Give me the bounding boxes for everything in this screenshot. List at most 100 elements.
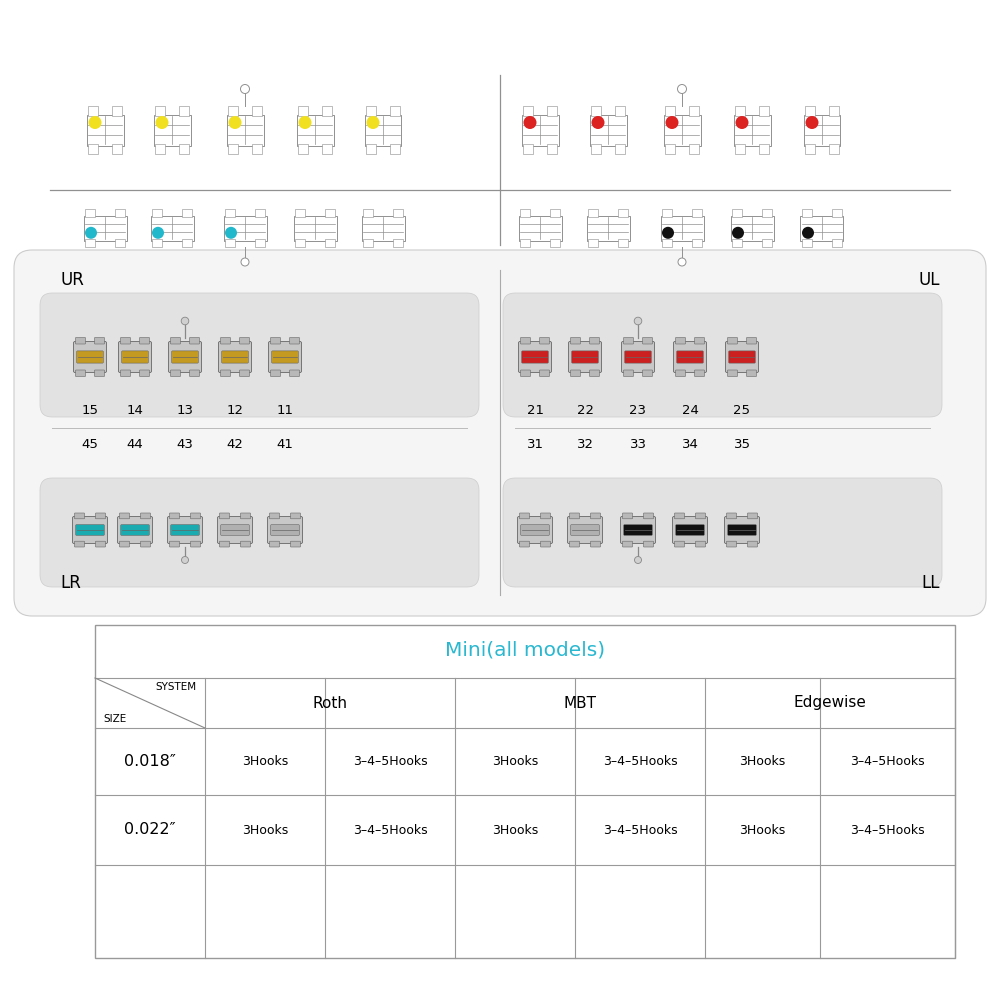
Text: 3–4–5Hooks: 3–4–5Hooks [603,755,677,768]
Circle shape [736,116,748,129]
FancyBboxPatch shape [241,513,251,519]
FancyBboxPatch shape [523,106,533,116]
FancyBboxPatch shape [270,370,280,376]
FancyBboxPatch shape [270,541,280,547]
Circle shape [88,116,102,129]
Circle shape [225,227,237,239]
Text: SYSTEM: SYSTEM [156,682,197,692]
Circle shape [182,556,188,563]
Text: 3–4–5Hooks: 3–4–5Hooks [603,824,677,836]
FancyBboxPatch shape [676,370,686,376]
Text: SIZE: SIZE [103,714,126,724]
FancyBboxPatch shape [268,341,302,372]
FancyBboxPatch shape [660,216,704,240]
Circle shape [228,116,242,129]
FancyBboxPatch shape [832,209,842,217]
FancyBboxPatch shape [72,516,108,543]
FancyBboxPatch shape [220,513,230,519]
FancyBboxPatch shape [540,370,549,376]
FancyBboxPatch shape [40,293,479,417]
Text: LL: LL [922,574,940,592]
FancyBboxPatch shape [522,351,548,363]
FancyBboxPatch shape [172,351,198,363]
Text: 11: 11 [276,403,294,416]
FancyBboxPatch shape [518,341,552,372]
FancyBboxPatch shape [644,513,654,519]
FancyBboxPatch shape [225,209,235,217]
FancyBboxPatch shape [366,144,376,154]
FancyBboxPatch shape [694,370,704,376]
FancyBboxPatch shape [590,370,599,376]
FancyBboxPatch shape [294,216,336,240]
Circle shape [678,258,686,266]
FancyBboxPatch shape [270,513,280,519]
FancyBboxPatch shape [522,115,559,146]
Text: 33: 33 [630,438,646,452]
Text: 12: 12 [226,403,244,416]
FancyBboxPatch shape [762,209,772,217]
Text: 3Hooks: 3Hooks [739,755,786,768]
Text: 44: 44 [127,438,143,452]
Circle shape [662,227,674,239]
Bar [95,625,955,958]
FancyBboxPatch shape [191,541,201,547]
FancyBboxPatch shape [325,239,335,247]
FancyBboxPatch shape [295,209,305,217]
FancyBboxPatch shape [696,513,706,519]
FancyBboxPatch shape [76,525,104,535]
FancyBboxPatch shape [218,341,252,372]
Text: LR: LR [60,574,81,592]
FancyBboxPatch shape [732,239,742,247]
Text: 24: 24 [682,403,698,416]
FancyBboxPatch shape [571,525,599,535]
FancyBboxPatch shape [624,370,634,376]
FancyBboxPatch shape [728,370,738,376]
FancyBboxPatch shape [225,239,235,247]
Text: MBT: MBT [564,696,596,710]
FancyBboxPatch shape [590,115,626,146]
Text: Roth: Roth [312,696,348,710]
Circle shape [152,227,164,239]
FancyBboxPatch shape [590,541,600,547]
FancyBboxPatch shape [112,144,122,154]
FancyBboxPatch shape [622,541,632,547]
FancyBboxPatch shape [588,239,598,247]
FancyBboxPatch shape [519,513,529,519]
FancyBboxPatch shape [540,338,549,344]
FancyBboxPatch shape [74,513,84,519]
FancyBboxPatch shape [298,144,308,154]
FancyBboxPatch shape [170,541,180,547]
FancyBboxPatch shape [121,370,131,376]
FancyBboxPatch shape [190,370,200,376]
FancyBboxPatch shape [226,115,264,146]
Text: 21: 21 [526,403,544,416]
FancyBboxPatch shape [171,338,181,344]
FancyBboxPatch shape [364,115,401,146]
FancyBboxPatch shape [271,525,299,535]
FancyBboxPatch shape [182,209,192,217]
FancyBboxPatch shape [730,216,774,240]
FancyBboxPatch shape [362,216,404,240]
Text: UL: UL [918,271,940,289]
FancyBboxPatch shape [591,144,601,154]
FancyBboxPatch shape [96,541,106,547]
FancyBboxPatch shape [296,115,334,146]
FancyBboxPatch shape [241,541,251,547]
FancyBboxPatch shape [540,541,550,547]
FancyBboxPatch shape [224,216,267,240]
FancyBboxPatch shape [547,144,557,154]
FancyBboxPatch shape [141,513,151,519]
FancyBboxPatch shape [805,144,815,154]
FancyBboxPatch shape [620,516,656,543]
FancyBboxPatch shape [662,239,672,247]
Text: UR: UR [60,271,84,289]
Text: 32: 32 [576,438,594,452]
FancyBboxPatch shape [735,144,745,154]
FancyBboxPatch shape [169,341,202,372]
FancyBboxPatch shape [540,513,550,519]
Circle shape [241,258,249,266]
FancyBboxPatch shape [726,541,736,547]
FancyBboxPatch shape [85,239,95,247]
FancyBboxPatch shape [171,370,181,376]
FancyBboxPatch shape [115,239,125,247]
